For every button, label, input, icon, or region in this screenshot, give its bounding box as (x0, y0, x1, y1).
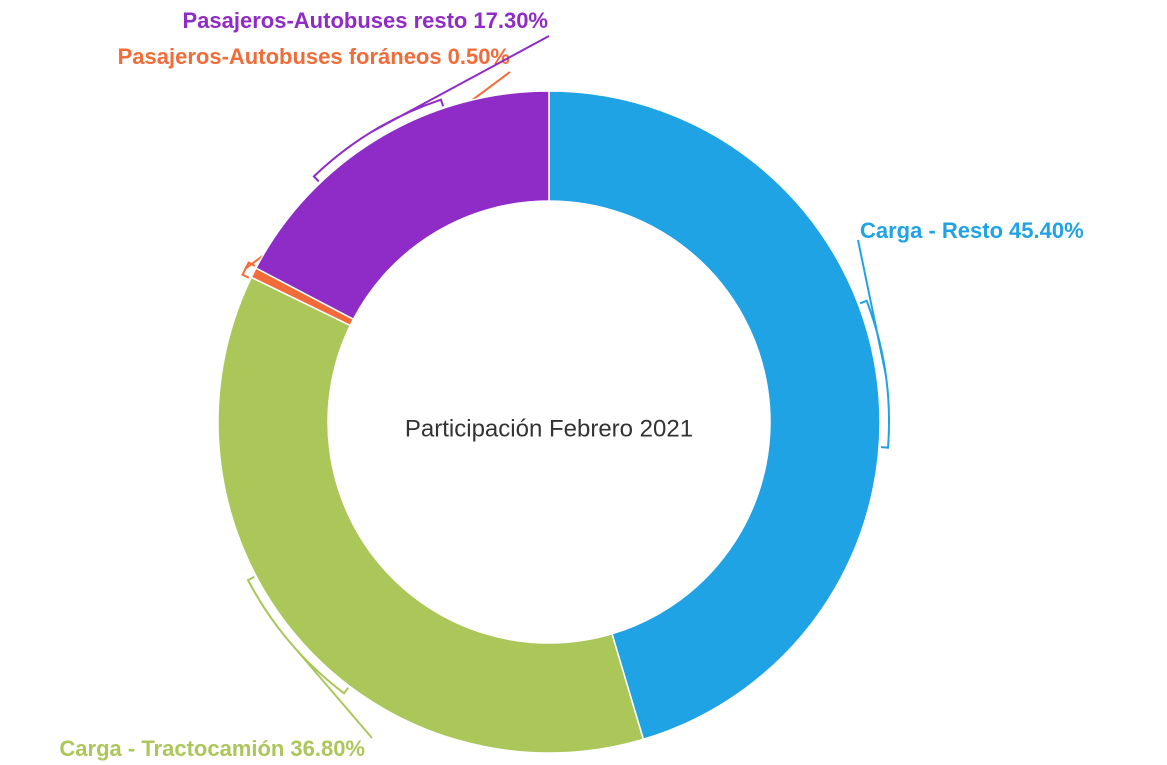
label-value: 36.80% (290, 736, 365, 761)
label-name: Pasajeros-Autobuses foráneos (118, 44, 442, 69)
label-connector (246, 575, 373, 739)
data-label: Carga - Tractocamión 36.80% (59, 736, 365, 761)
label-name: Carga - Tractocamión (59, 736, 284, 761)
label-value: 45.40% (1009, 218, 1084, 243)
donut-slice (217, 276, 645, 754)
label-value: 17.30% (473, 8, 548, 33)
data-label: Pasajeros-Autobuses foráneos 0.50% (118, 44, 510, 69)
donut-slice (254, 90, 550, 321)
label-name: Carga - Resto (860, 218, 1003, 243)
donut-slice (548, 90, 881, 741)
label-value: 0.50% (448, 44, 510, 69)
label-name: Pasajeros-Autobuses resto (183, 8, 468, 33)
data-label: Carga - Resto 45.40% (860, 218, 1084, 243)
data-label: Pasajeros-Autobuses resto 17.30% (183, 8, 549, 33)
label-connector (312, 35, 550, 183)
chart-title: Participación Febrero 2021 (405, 415, 693, 442)
label-connector (857, 239, 890, 449)
